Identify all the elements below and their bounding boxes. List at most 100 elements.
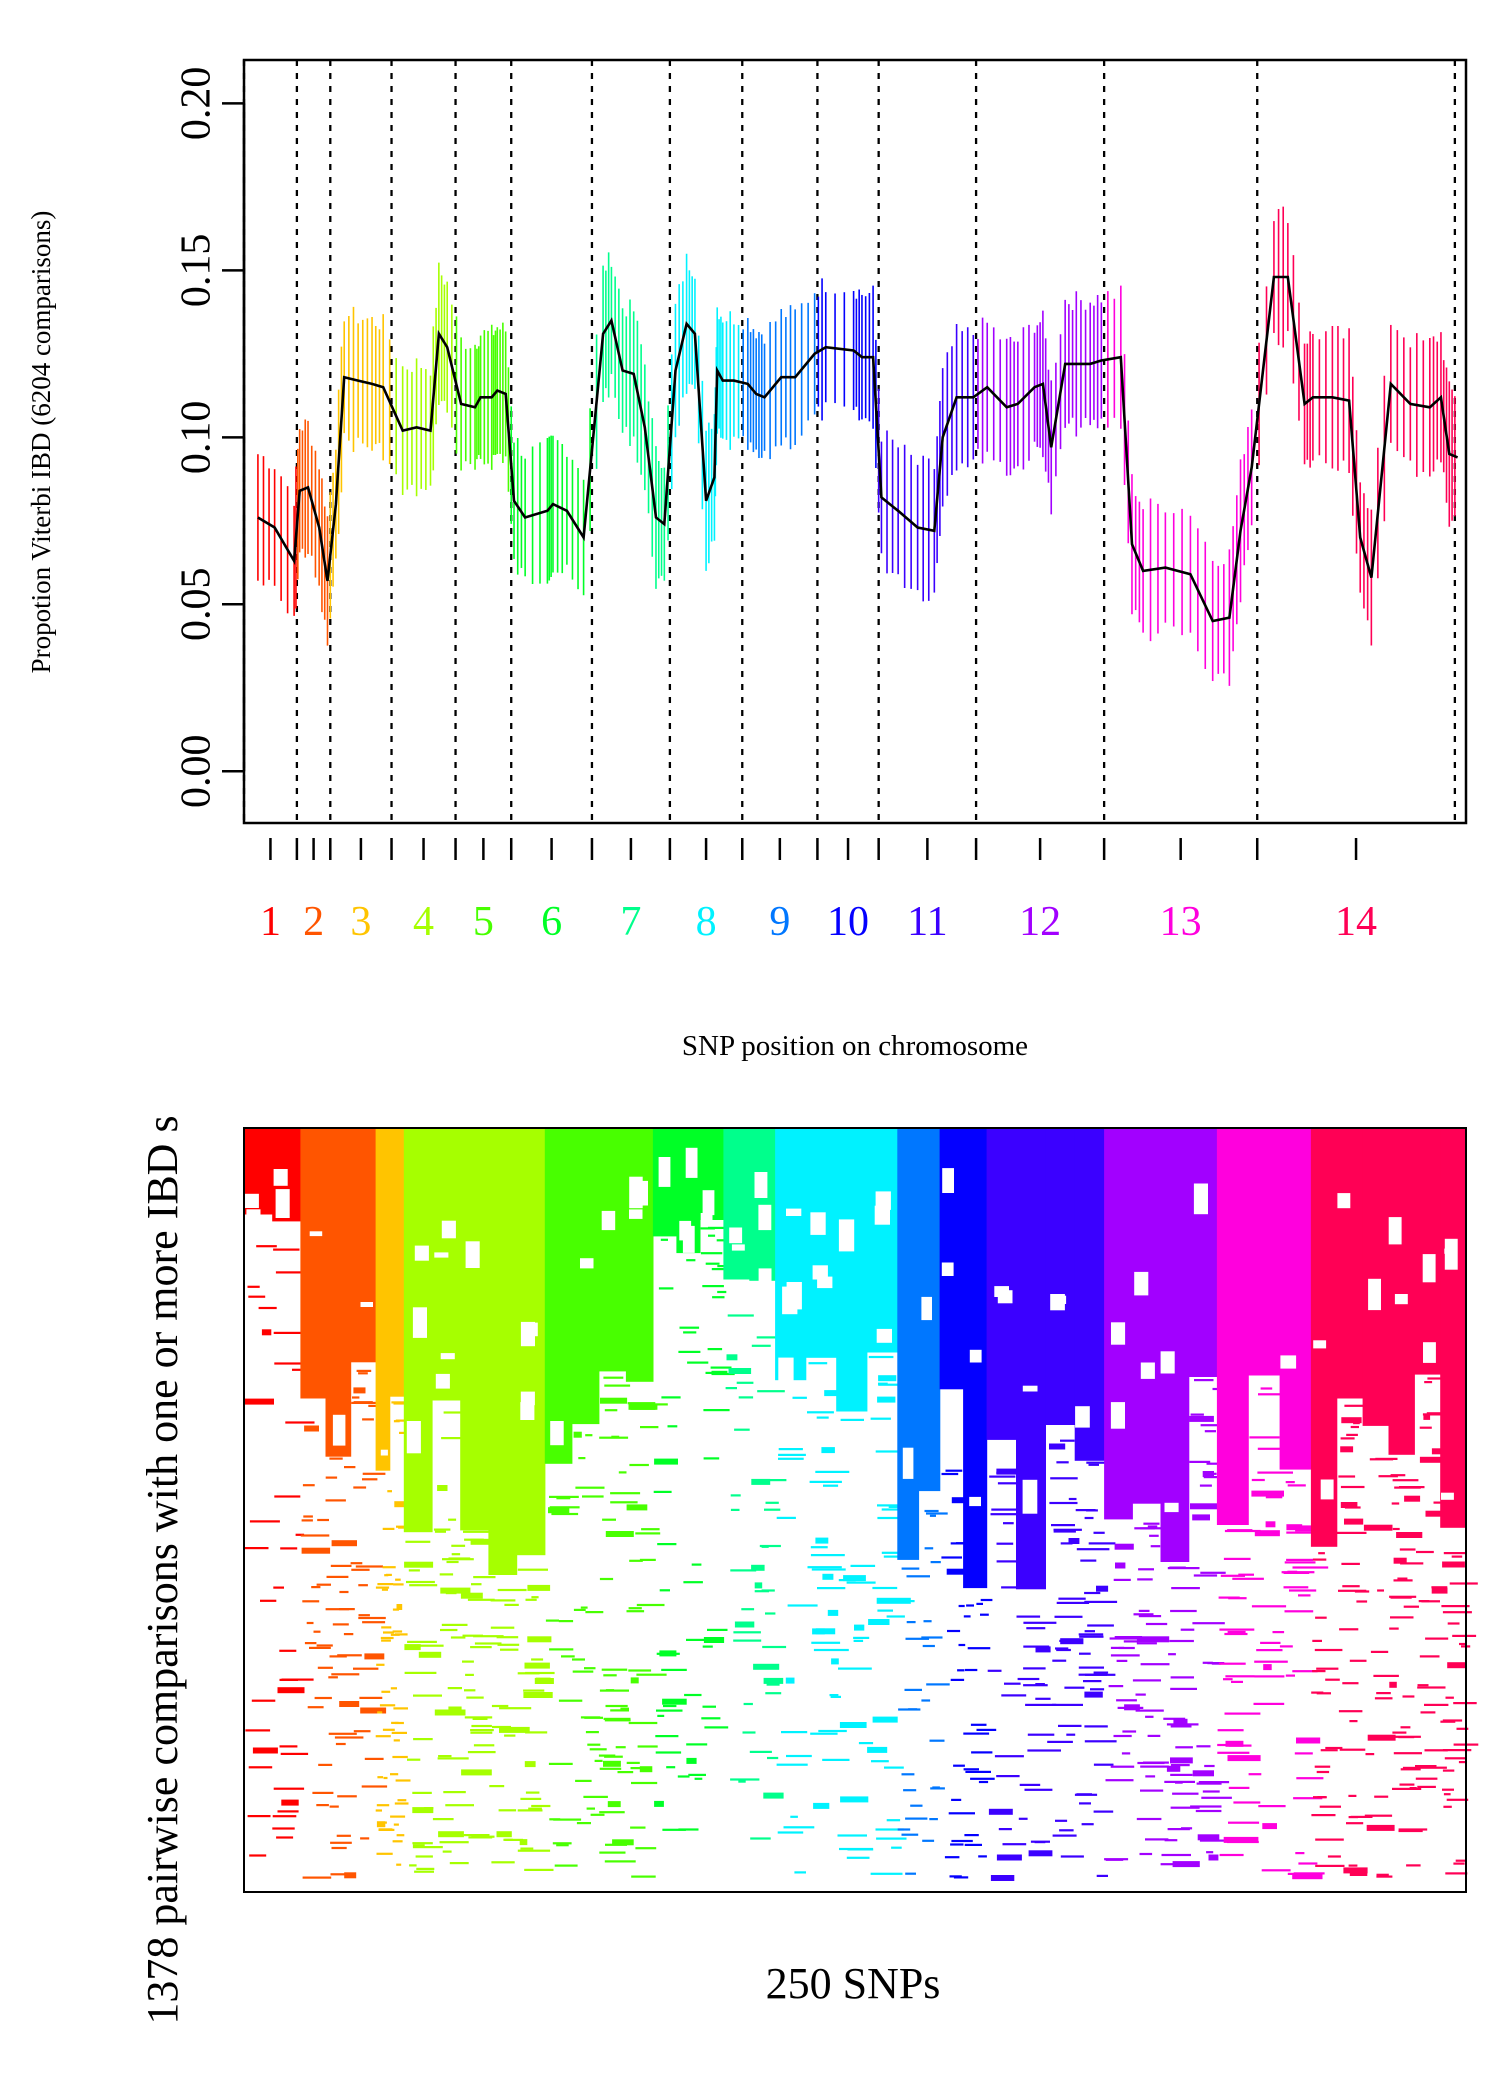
ibd-segment-line [331,1673,360,1676]
ibd-segment-line [325,1608,350,1611]
ibd-segment-line [1118,1646,1135,1650]
ibd-segment-line [686,1638,708,1641]
ibd-segment-line [387,1490,392,1493]
ibd-gap [1441,1492,1454,1500]
ibd-segment-line [1075,1509,1096,1512]
ibd-segment-line [1265,1496,1283,1499]
ibd-segment-line [767,1756,779,1760]
ibd-segment-line [810,1554,845,1557]
ibd-segment-line [1443,1805,1452,1808]
ibd-segment-line [1284,1561,1316,1564]
ibd-segment-line [1200,1571,1226,1574]
ibd-segment-line [1456,1727,1469,1730]
ibd-segment-line [1202,1661,1213,1664]
ibd-segment-line [1051,1524,1075,1527]
ibd-segment-line [585,1434,593,1437]
ibd-segment-line [640,1426,659,1429]
ibd-gap [685,1147,698,1178]
ibd-gap [1388,1217,1402,1245]
ibd-segment-line [717,1265,724,1268]
ibd-segment-line [612,1839,634,1846]
ibd-segment-line [610,1709,629,1712]
ibd-segment-line [1140,1789,1164,1792]
ibd-segment-line [1415,1777,1438,1780]
chromosome-label: 2 [303,899,324,945]
ibd-segment-line [561,1655,575,1658]
ibd-segment-line [1394,1486,1421,1489]
ibd-segment-line [1316,1667,1339,1670]
ibd-segment-line [1452,1634,1477,1637]
ibd-segment-line [1377,1589,1384,1592]
ibd-segment-line [585,1611,604,1614]
ibd-segment-line [1169,1566,1186,1569]
ibd-segment-line [1258,1805,1286,1808]
ibd-segment-line [344,1466,356,1469]
ibd-segment-line [471,1583,482,1586]
ibd-gap [700,1213,713,1235]
ibd-segment-line [964,1843,982,1846]
ibd-segment-line [626,1504,648,1511]
ibd-segment-line [738,1396,754,1399]
ibd-segment-line [901,1567,920,1570]
ibd-segment-line [392,1608,399,1611]
ibd-segment-line [700,1252,723,1255]
ibd-gap [550,1421,564,1446]
ibd-segment-line [382,1728,395,1731]
ibd-segment-line [603,1717,631,1720]
ibd-segment-line [334,1736,364,1739]
ibd-segment-line [753,1663,780,1670]
ibd-segment-line [554,1864,578,1867]
ibd-segment-line [473,1576,496,1579]
ibd-segment-line [1257,1447,1281,1450]
ibd-segment-line [778,1453,806,1456]
ibd-segment-line [1369,1458,1394,1461]
ibd-segment-line [396,1834,405,1837]
chromosome-label: 12 [1019,899,1061,945]
ibd-segment-line [822,1758,850,1761]
ibd-segment-line [967,1647,991,1650]
ibd-segment-block [460,1128,489,1531]
ibd-segment-line [461,1769,492,1776]
ibd-segment-line [381,1626,392,1629]
ibd-segment-line [1003,1522,1014,1525]
ibd-segment-line [1261,1869,1291,1872]
ibd-segment-line [302,1876,332,1879]
ibd-segment-line [742,1731,756,1734]
ibd-segment-line [1206,1462,1223,1465]
ibd-segment-line [605,1689,615,1692]
ibd-segment-line [1346,1822,1364,1825]
ibd-segment-line [990,1875,1015,1881]
ibd-segment-line [610,1501,638,1504]
ibd-gap [1423,1342,1436,1363]
ibd-segment-line [1425,1637,1449,1640]
ibd-segment-line [525,1671,555,1675]
ibd-segment-line [313,1630,321,1633]
ibd-segment-line [446,1560,459,1564]
ibd-segment-line [1417,1684,1429,1687]
ibd-gap [580,1258,594,1269]
ibd-segment-line [303,1515,313,1518]
ibd-segment-line [630,1826,646,1829]
ibd-segment-line [1285,1481,1295,1484]
ibd-segment-line [272,1815,297,1818]
y-tick-label: 0.10 [174,401,220,475]
ibd-segment-line [1175,1746,1193,1749]
ibd-segment-line [391,1721,399,1724]
ibd-segment-line [311,1586,321,1589]
ibd-segment-line [1170,1687,1197,1690]
ibd-segment-line [846,1581,876,1584]
ibd-segment-line [712,1296,725,1299]
ibd-segment-line [589,1748,607,1751]
ibd-segment-line [1084,1691,1103,1698]
ibd-segment-block [300,1128,327,1399]
ibd-segment-line [1325,1678,1340,1681]
ibd-segment-line [905,1817,928,1820]
ibd-segment-line [610,1492,641,1495]
ibd-segment-line [361,1785,388,1788]
ibd-segment-line [1206,1851,1214,1854]
ibd-segment-line [249,1520,280,1523]
ibd-segment-line [963,1732,990,1735]
ibd-segment-line [1228,1744,1252,1747]
ibd-segment-line [1079,1635,1104,1638]
ibd-segment-line [607,1801,621,1808]
